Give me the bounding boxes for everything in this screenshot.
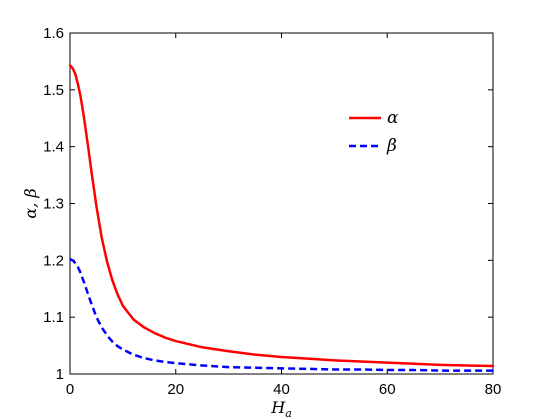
legend-label-alpha: α [387,108,399,128]
y-tick-label: 1.2 [43,252,64,269]
y-tick-label: 1.4 [43,139,64,156]
series-line-beta [69,258,493,372]
y-tick-label: 1.6 [43,25,64,42]
x-axis-label-subscript: a [285,407,292,419]
x-tick-label: 0 [66,381,74,398]
x-tick-label: 20 [167,381,184,398]
x-tick-label: 40 [273,381,290,398]
x-tick-label: 60 [379,381,396,398]
ticks [69,32,494,375]
series-layer [68,64,495,372]
x-axis-label-main: H [270,398,286,417]
y-tick-label: 1 [56,366,64,383]
legend-label-beta: β [386,136,397,156]
legend: α β [349,108,399,156]
x-axis-label: Ha [270,398,292,419]
y-tick-label: 1.5 [43,82,64,99]
series-line-alpha [68,64,495,368]
y-tick-label: 1.1 [43,309,64,326]
plot-area [69,32,494,375]
x-tick-label: 80 [485,381,502,398]
y-axis-label: α, β [21,188,40,218]
y-tick-label: 1.3 [43,196,64,213]
tick-labels: 0 20 40 60 80 1 1.1 1.2 1.3 1.4 1.5 1.6 [43,25,501,398]
